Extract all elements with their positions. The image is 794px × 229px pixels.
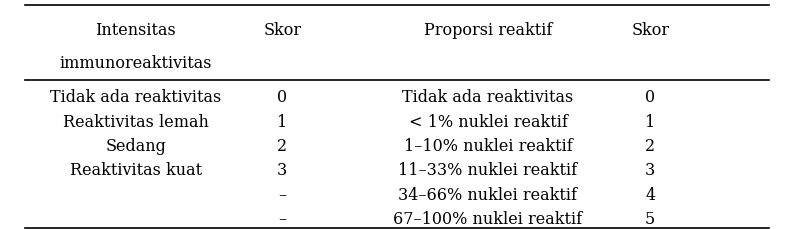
Text: 2: 2	[277, 137, 287, 154]
Text: Reaktivitas lemah: Reaktivitas lemah	[63, 113, 209, 130]
Text: immunoreaktivitas: immunoreaktivitas	[60, 55, 212, 71]
Text: Skor: Skor	[263, 22, 302, 38]
Text: Sedang: Sedang	[106, 137, 166, 154]
Text: Tidak ada reaktivitas: Tidak ada reaktivitas	[50, 89, 222, 106]
Text: –: –	[278, 186, 287, 203]
Text: Skor: Skor	[631, 22, 669, 38]
Text: Proporsi reaktif: Proporsi reaktif	[424, 22, 552, 38]
Text: 3: 3	[277, 161, 287, 178]
Text: 11–33% nuklei reaktif: 11–33% nuklei reaktif	[399, 161, 577, 178]
Text: 1: 1	[645, 113, 655, 130]
Text: 5: 5	[645, 210, 655, 227]
Text: 0: 0	[646, 89, 655, 106]
Text: Intensitas: Intensitas	[95, 22, 176, 38]
Text: –: –	[278, 210, 287, 227]
Text: < 1% nuklei reaktif: < 1% nuklei reaktif	[409, 113, 568, 130]
Text: Reaktivitas kuat: Reaktivitas kuat	[70, 161, 202, 178]
Text: 1–10% nuklei reaktif: 1–10% nuklei reaktif	[403, 137, 572, 154]
Text: 0: 0	[277, 89, 287, 106]
Text: 1: 1	[277, 113, 287, 130]
Text: 2: 2	[646, 137, 655, 154]
Text: 3: 3	[645, 161, 655, 178]
Text: 4: 4	[646, 186, 655, 203]
Text: Tidak ada reaktivitas: Tidak ada reaktivitas	[403, 89, 573, 106]
Text: 34–66% nuklei reaktif: 34–66% nuklei reaktif	[399, 186, 577, 203]
Text: 67–100% nuklei reaktif: 67–100% nuklei reaktif	[394, 210, 583, 227]
